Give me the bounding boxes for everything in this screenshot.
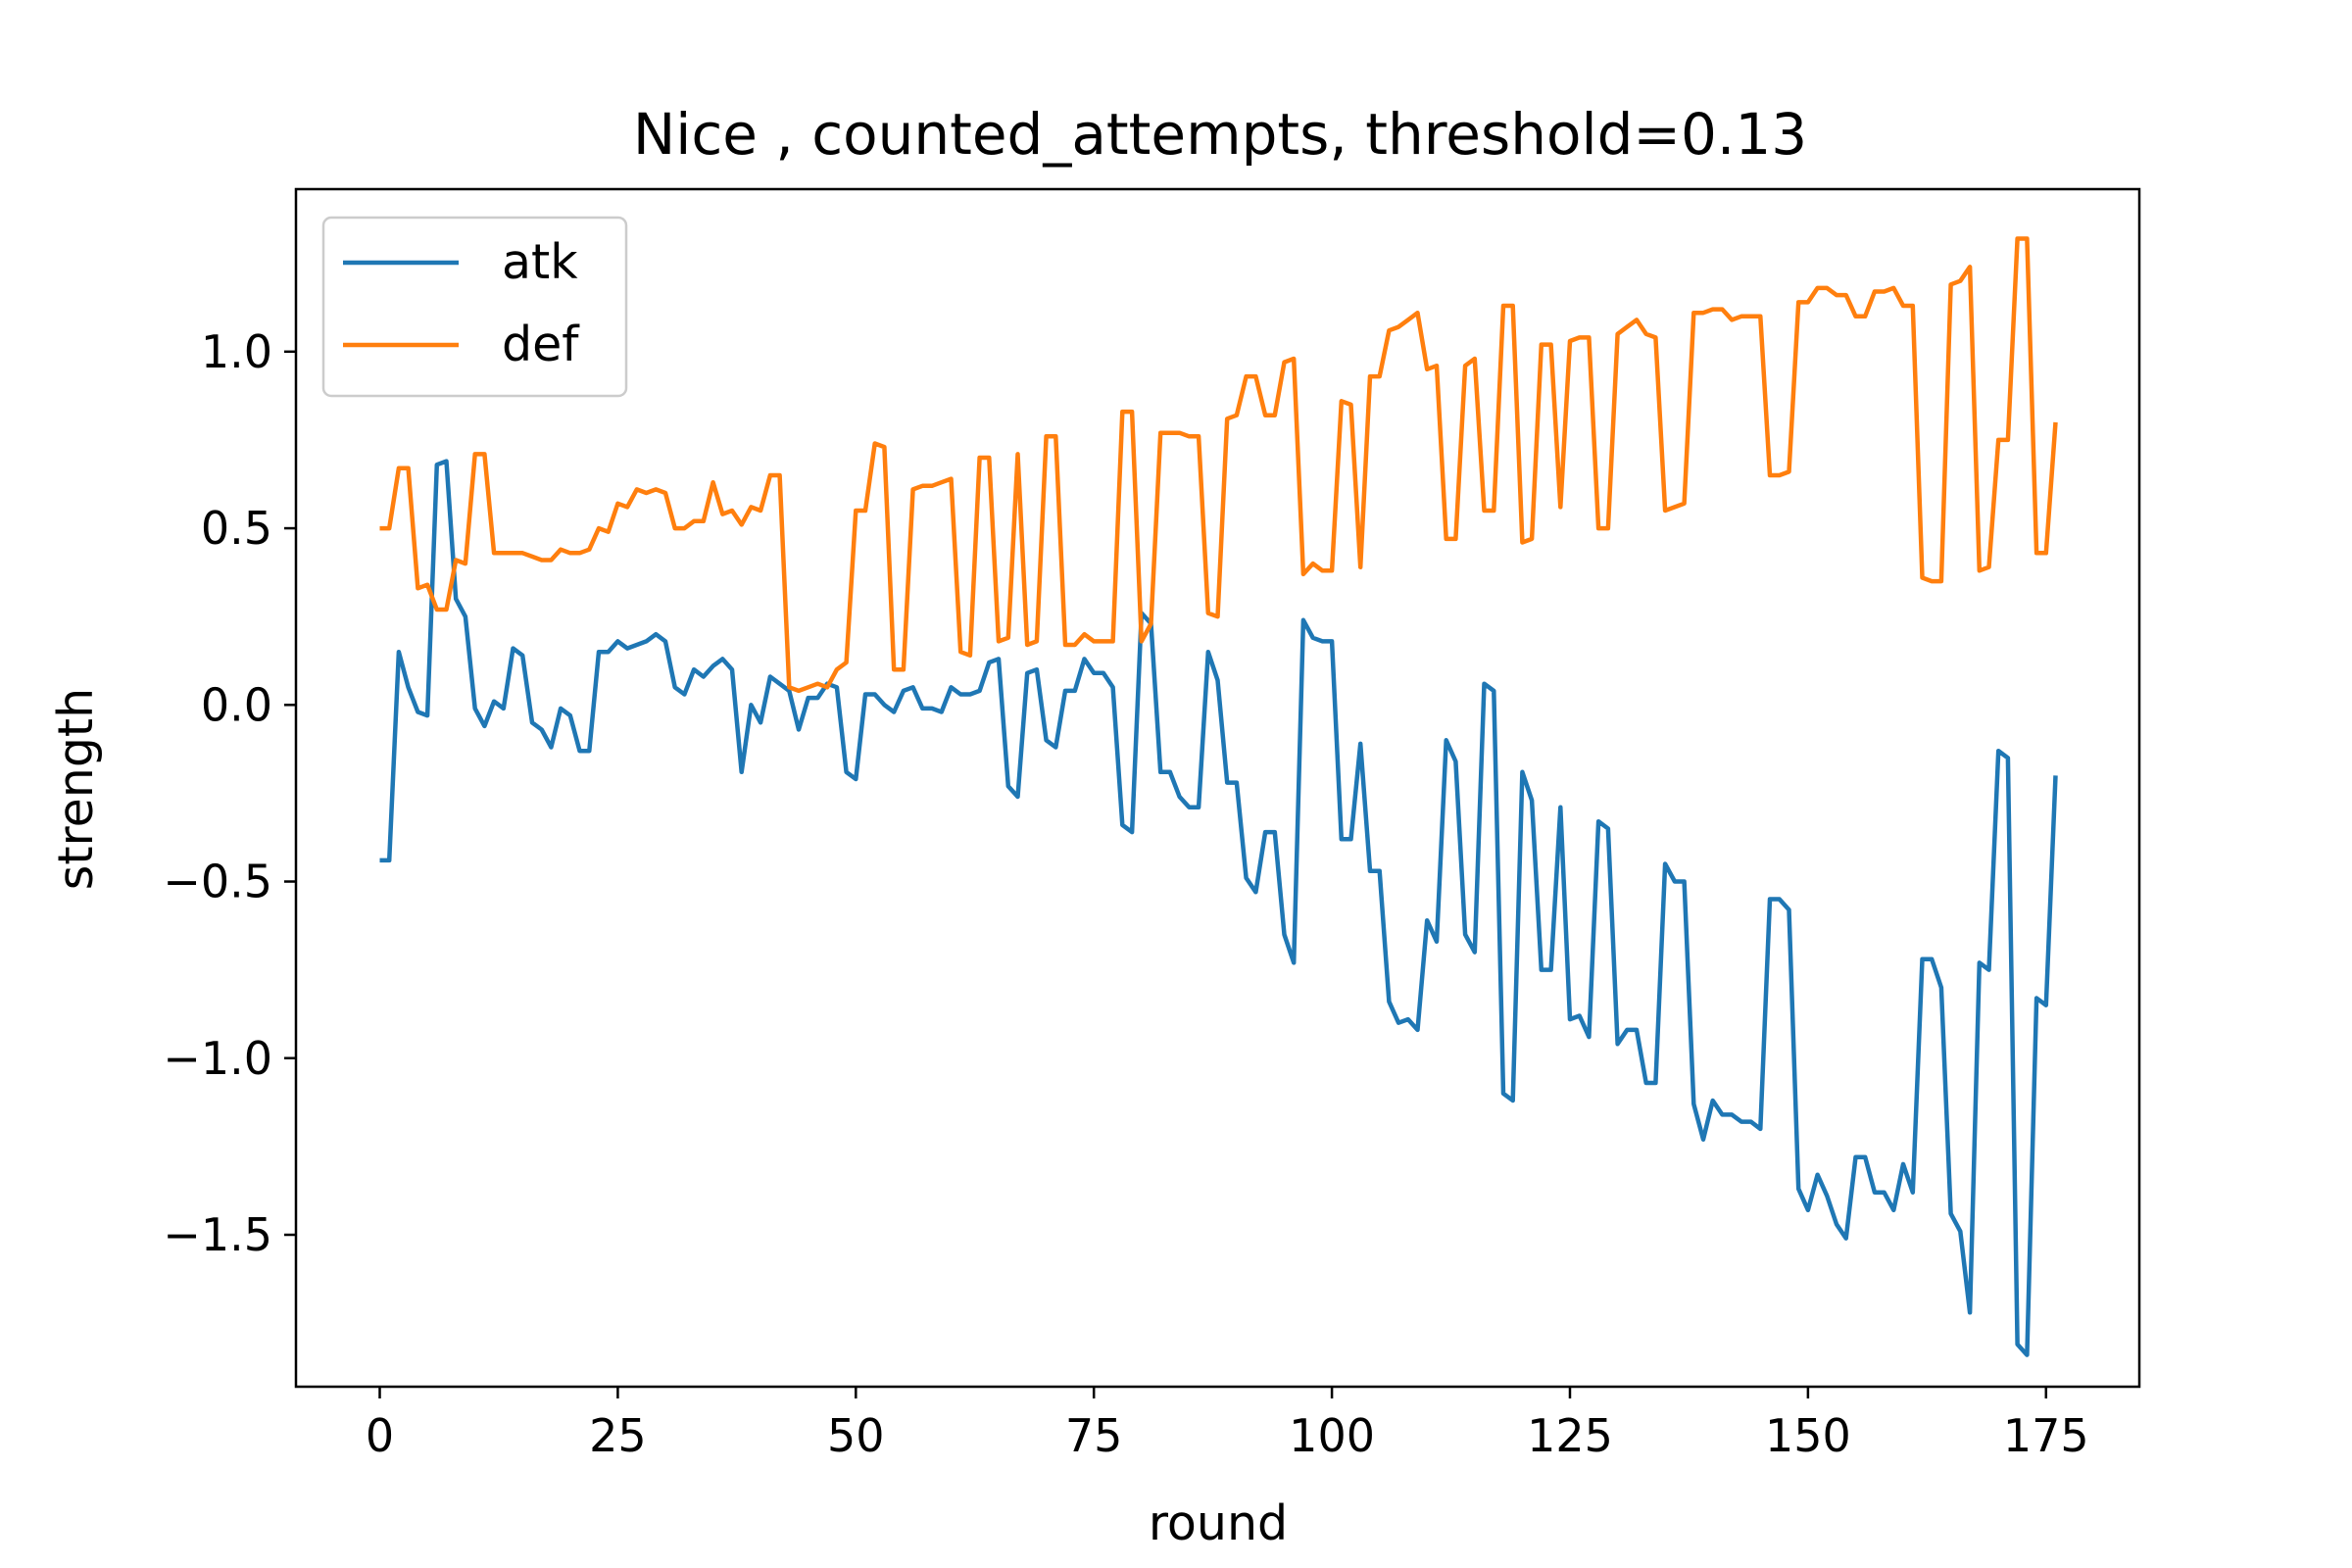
chart-title: Nice , counted_attempts, threshold=0.13	[633, 101, 1807, 168]
x-tick-label: 100	[1289, 1409, 1375, 1462]
series-line-def	[379, 236, 2058, 694]
y-tick-label: −0.5	[163, 856, 272, 908]
y-axis: −1.5 −1.0 −0.5 0.0 0.5 1.0	[163, 325, 296, 1261]
x-tick-label: 175	[2003, 1409, 2089, 1462]
legend-label-def: def	[502, 317, 580, 372]
x-axis-label: round	[1149, 1495, 1288, 1551]
x-tick-label: 75	[1065, 1409, 1123, 1462]
y-tick-label: −1.0	[163, 1032, 272, 1085]
x-tick-label: 0	[366, 1409, 394, 1462]
legend-label-atk: atk	[502, 234, 578, 290]
plot-frame	[294, 187, 2141, 1389]
series-layer	[379, 236, 2058, 1357]
x-axis: 0 25 50 75 100 125 150 175	[366, 1387, 2089, 1462]
x-tick-label: 125	[1527, 1409, 1613, 1462]
y-axis-label: strength	[48, 688, 104, 890]
y-tick-label: −1.5	[163, 1208, 272, 1261]
y-tick-label: 1.0	[201, 325, 272, 378]
y-tick-label: 0.5	[201, 502, 272, 555]
x-tick-label: 50	[827, 1409, 885, 1462]
legend-box	[321, 216, 628, 398]
series-line-atk	[379, 459, 2058, 1357]
legend: atk def	[321, 216, 628, 398]
x-tick-label: 150	[1765, 1409, 1851, 1462]
y-tick-label: 0.0	[201, 678, 272, 731]
x-tick-label: 25	[589, 1409, 647, 1462]
